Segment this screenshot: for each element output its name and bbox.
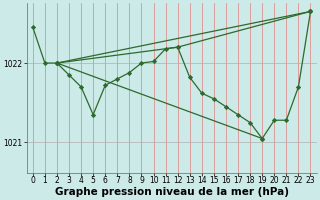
- X-axis label: Graphe pression niveau de la mer (hPa): Graphe pression niveau de la mer (hPa): [55, 187, 289, 197]
